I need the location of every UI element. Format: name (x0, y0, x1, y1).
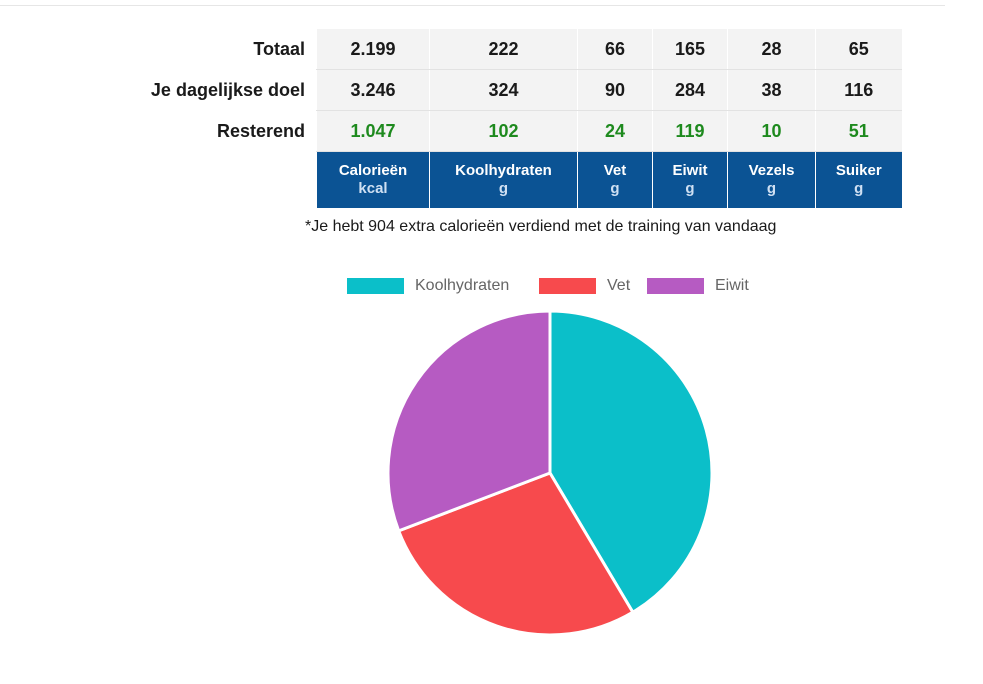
goal-carbs: 324 (429, 69, 578, 111)
legend-swatch-protein (647, 278, 704, 294)
table-row-remaining: Resterend 1.047 102 24 119 10 51 (100, 110, 902, 152)
pie-slice-protein[interactable] (386, 309, 552, 533)
goal-fiber: 38 (727, 69, 816, 111)
table-row-total: Totaal 2.199 222 66 165 28 65 (100, 29, 902, 70)
legend-label-protein: Eiwit (715, 277, 749, 294)
legend-swatch-fat (539, 278, 596, 294)
column-unit-carbs: g (498, 180, 509, 197)
goal-fat: 90 (577, 69, 653, 111)
pie-slice-carbs[interactable] (548, 309, 714, 615)
column-unit-fiber: g (766, 180, 777, 197)
row-label-remaining: Resterend (100, 110, 317, 152)
column-header-protein: Eiwit g (652, 151, 728, 208)
remaining-protein: 119 (652, 110, 728, 152)
nutrition-summary-table: Totaal 2.199 222 66 165 28 65 Je dagelij… (100, 29, 902, 208)
training-footnote: *Je hebt 904 extra calorieën verdiend me… (305, 218, 777, 235)
chart-legend: Koolhydraten Vet Eiwit (0, 275, 983, 297)
row-label-total: Totaal (100, 29, 317, 70)
goal-calories: 3.246 (316, 69, 430, 111)
table-header-row: Calorieën kcal Koolhydraten g Vet g Eiwi… (100, 151, 902, 208)
remaining-calories: 1.047 (316, 110, 430, 152)
total-calories: 2.199 (316, 29, 430, 70)
column-unit-protein: g (685, 180, 695, 197)
macro-pie-chart (386, 309, 714, 637)
remaining-carbs: 102 (429, 110, 578, 152)
legend-label-fat: Vet (607, 277, 631, 294)
remaining-sugar: 51 (815, 110, 902, 152)
column-name-carbs: Koolhydraten (455, 162, 552, 179)
total-carbs: 222 (429, 29, 578, 70)
column-name-fat: Vet (603, 162, 627, 179)
column-unit-calories: kcal (358, 180, 388, 197)
row-label-goal: Je dagelijkse doel (100, 69, 317, 111)
goal-protein: 284 (652, 69, 728, 111)
header-spacer (100, 151, 317, 208)
table-row-goal: Je dagelijkse doel 3.246 324 90 284 38 1… (100, 69, 902, 111)
legend-item-fat[interactable]: Vet (539, 275, 630, 297)
column-name-protein: Eiwit (672, 162, 708, 179)
legend-swatch-carbs (347, 278, 404, 294)
goal-sugar: 116 (815, 69, 902, 111)
column-name-calories: Calorieën (338, 162, 408, 179)
legend-item-carbs[interactable]: Koolhydraten (347, 275, 509, 297)
column-unit-sugar: g (854, 180, 864, 197)
legend-label-carbs: Koolhydraten (415, 277, 510, 294)
column-header-sugar: Suiker g (815, 151, 902, 208)
legend-item-protein[interactable]: Eiwit (647, 275, 749, 297)
total-fiber: 28 (727, 29, 816, 70)
remaining-fiber: 10 (727, 110, 816, 152)
remaining-fat: 24 (577, 110, 653, 152)
total-fat: 66 (577, 29, 653, 70)
total-protein: 165 (652, 29, 728, 70)
pie-slice-fat[interactable] (396, 471, 635, 637)
total-sugar: 65 (815, 29, 902, 70)
column-header-fat: Vet g (577, 151, 653, 208)
column-unit-fat: g (610, 180, 620, 197)
column-header-carbs: Koolhydraten g (429, 151, 578, 208)
column-name-fiber: Vezels (748, 162, 795, 179)
column-name-sugar: Suiker (835, 162, 882, 179)
column-header-fiber: Vezels g (727, 151, 816, 208)
top-divider (0, 5, 945, 6)
column-header-calories: Calorieën kcal (316, 151, 430, 208)
